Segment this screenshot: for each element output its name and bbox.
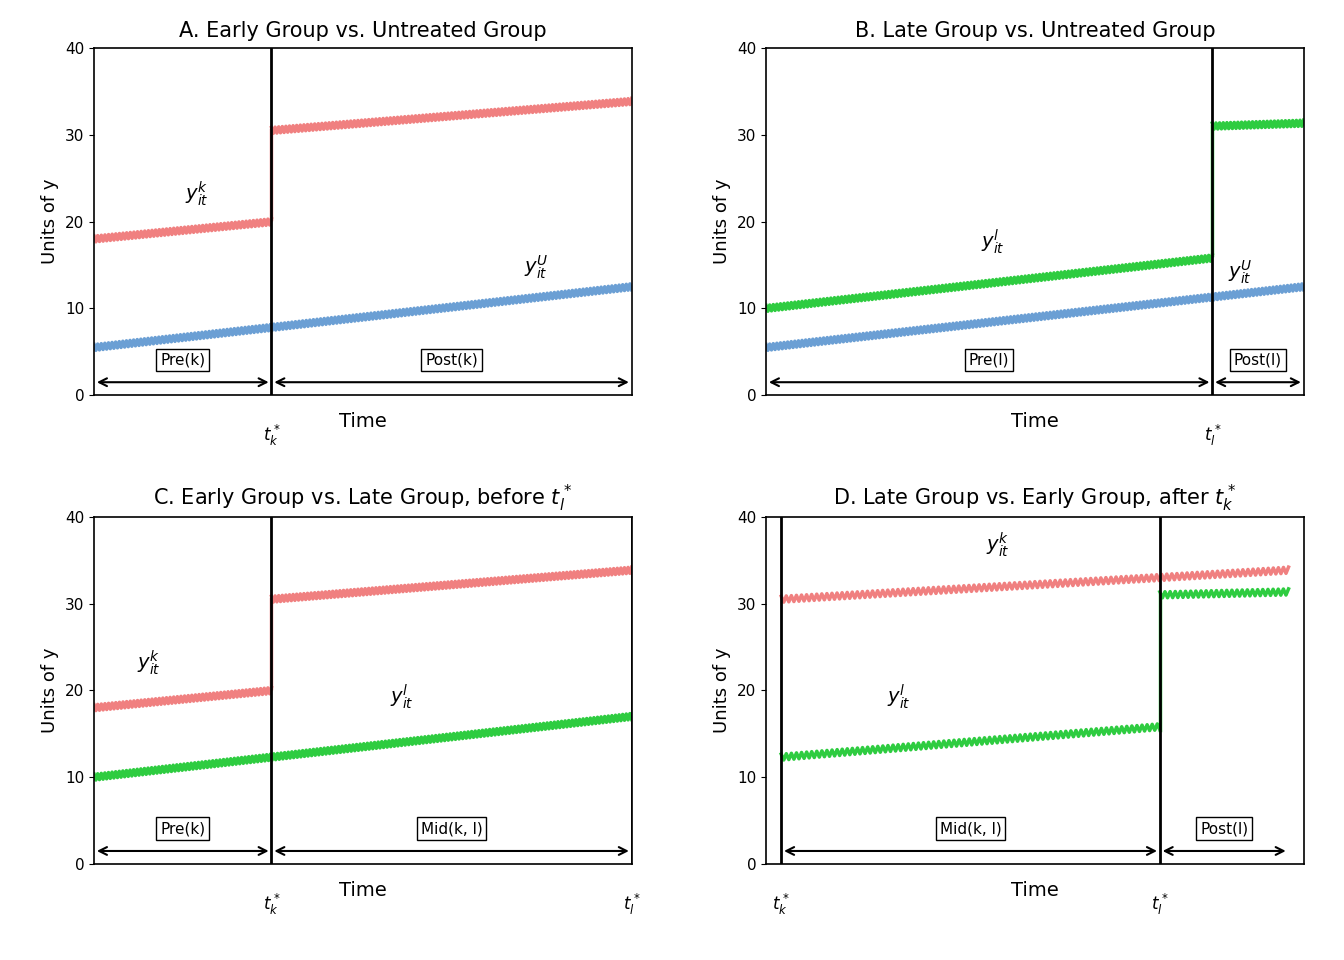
Text: $y_{it}^k$: $y_{it}^k$ <box>985 531 1009 560</box>
Text: Pre(k): Pre(k) <box>160 352 206 368</box>
X-axis label: Time: Time <box>1011 880 1059 900</box>
Title: B. Late Group vs. Untreated Group: B. Late Group vs. Untreated Group <box>855 21 1215 41</box>
Text: $y_{it}^l$: $y_{it}^l$ <box>887 683 911 711</box>
Text: $t_l^*$: $t_l^*$ <box>1150 892 1168 917</box>
Y-axis label: Units of y: Units of y <box>42 648 59 733</box>
Text: $t_k^*$: $t_k^*$ <box>262 423 281 448</box>
Text: $y_{it}^l$: $y_{it}^l$ <box>390 683 414 711</box>
Title: C. Early Group vs. Late Group, before $t_l^*$: C. Early Group vs. Late Group, before $t… <box>153 483 573 515</box>
Text: $t_k^*$: $t_k^*$ <box>773 892 790 917</box>
X-axis label: Time: Time <box>339 412 387 431</box>
Text: $y_{it}^k$: $y_{it}^k$ <box>137 648 161 677</box>
Text: $t_l^*$: $t_l^*$ <box>622 892 641 917</box>
Text: Mid(k, l): Mid(k, l) <box>939 821 1001 836</box>
Text: Post(l): Post(l) <box>1200 821 1249 836</box>
Title: A. Early Group vs. Untreated Group: A. Early Group vs. Untreated Group <box>179 21 547 41</box>
X-axis label: Time: Time <box>1011 412 1059 431</box>
Text: $y_{it}^U$: $y_{it}^U$ <box>524 254 548 281</box>
Text: $t_l^*$: $t_l^*$ <box>1203 423 1222 448</box>
Text: $y_{it}^U$: $y_{it}^U$ <box>1228 258 1253 286</box>
Text: Pre(k): Pre(k) <box>160 821 206 836</box>
Text: $y_{it}^l$: $y_{it}^l$ <box>981 227 1005 255</box>
Text: Post(l): Post(l) <box>1234 352 1282 368</box>
Y-axis label: Units of y: Units of y <box>42 179 59 264</box>
Text: $t_k^*$: $t_k^*$ <box>262 892 281 917</box>
X-axis label: Time: Time <box>339 880 387 900</box>
Title: D. Late Group vs. Early Group, after $t_k^*$: D. Late Group vs. Early Group, after $t_… <box>833 483 1236 515</box>
Text: $y_{it}^k$: $y_{it}^k$ <box>185 180 210 208</box>
Text: Mid(k, l): Mid(k, l) <box>421 821 482 836</box>
Y-axis label: Units of y: Units of y <box>714 648 731 733</box>
Text: Pre(l): Pre(l) <box>969 352 1009 368</box>
Text: Post(k): Post(k) <box>425 352 478 368</box>
Y-axis label: Units of y: Units of y <box>714 179 731 264</box>
